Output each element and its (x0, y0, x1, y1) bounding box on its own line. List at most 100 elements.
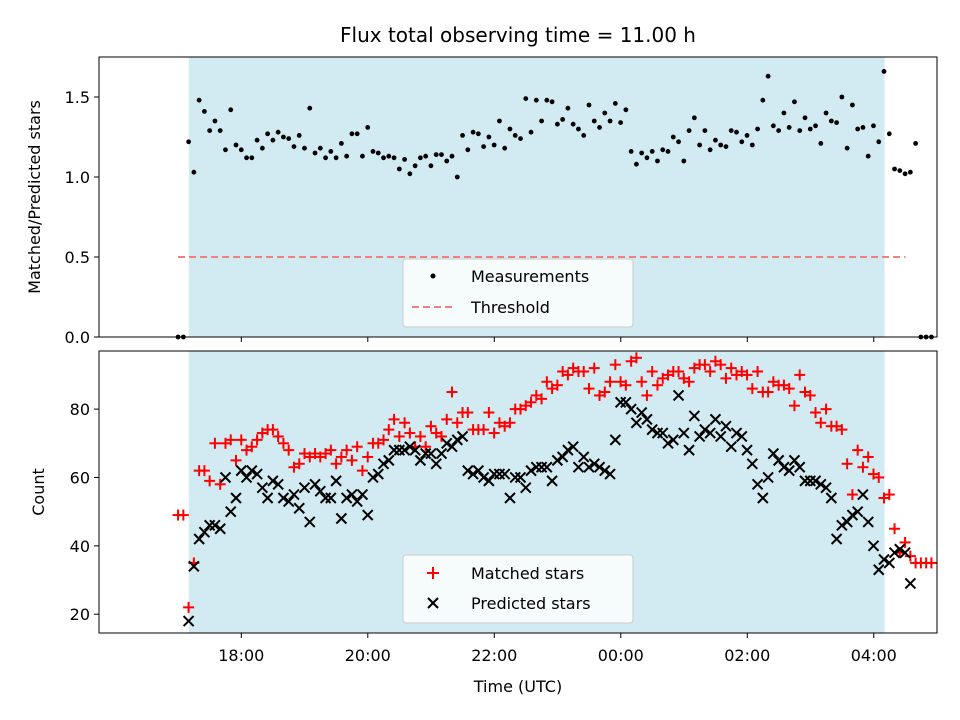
y-tick-label: 1.0 (65, 168, 90, 187)
measurement-point (786, 125, 792, 130)
matched-star-point (752, 366, 764, 378)
measurement-point (502, 145, 508, 151)
measurement-point (286, 136, 292, 142)
measurement-point (460, 133, 465, 138)
measurement-point (723, 144, 729, 150)
measurement-point (554, 121, 560, 127)
measurement-point (444, 158, 450, 164)
matched-star-point (383, 424, 395, 436)
measurement-point (549, 99, 555, 105)
measurement-point (470, 129, 476, 135)
matched-star-point (251, 434, 263, 446)
measurement-point (734, 129, 739, 135)
predicted-star-point (620, 396, 632, 408)
measurement-point (897, 168, 903, 174)
predicted-star-point (657, 427, 669, 439)
predicted-star-point (604, 468, 616, 480)
x-tick-label: 22:00 (471, 646, 517, 665)
measurement-point (528, 129, 534, 135)
matched-star-point (198, 465, 210, 477)
measurement-point (644, 155, 650, 161)
predicted-star-point (467, 468, 479, 480)
matched-star-point (335, 451, 347, 463)
predicted-star-point (193, 533, 205, 545)
measurement-point (317, 145, 323, 151)
matched-star-point (620, 379, 632, 391)
predicted-star-point (683, 444, 695, 456)
matched-star-point (277, 437, 289, 449)
matched-star-point (725, 362, 737, 374)
measurement-point (655, 158, 660, 164)
measurement-point (465, 147, 471, 153)
measurement-point (433, 152, 439, 158)
predicted-star-point (757, 492, 769, 504)
bottom-x-axis-label: Time (UTC) (473, 677, 562, 696)
matched-star-point (862, 451, 874, 463)
matched-star-point (293, 458, 305, 470)
matched-star-point (899, 536, 911, 548)
measurement-point (718, 142, 724, 148)
measurement-point (238, 147, 244, 153)
matched-star-point (404, 427, 416, 439)
measurement-point (349, 131, 355, 137)
measurement-point (365, 125, 371, 130)
measurement-point (212, 118, 218, 124)
predicted-star-point (688, 410, 701, 422)
predicted-star-point (635, 406, 648, 419)
measurement-point (612, 101, 618, 106)
measurement-point (323, 155, 328, 161)
measurement-point (607, 118, 613, 124)
predicted-star-point (646, 423, 658, 436)
measurement-point (586, 102, 592, 108)
predicted-star-point (578, 451, 590, 463)
predicted-star-point (841, 516, 853, 528)
matched-star-point (267, 424, 279, 436)
measurement-point (697, 142, 703, 148)
top-panel: 0.0 0.5 1.0 1.5 Flux total observing time =… (25, 23, 938, 347)
matched-star-point (462, 407, 474, 419)
predicted-star-point (414, 454, 427, 467)
predicted-star-point (625, 403, 637, 415)
measurement-point (907, 169, 913, 175)
measurement-point (828, 118, 834, 124)
predicted-star-point (435, 447, 448, 460)
y-tick-label: 40 (70, 537, 90, 556)
measurement-point (818, 141, 824, 146)
measurement-point (507, 126, 513, 132)
measurement-point (407, 171, 413, 177)
measurement-point (449, 153, 455, 159)
predicted-star-point (351, 495, 363, 508)
predicted-star-point (330, 475, 342, 487)
top-legend-box (402, 258, 634, 328)
measurement-point (876, 139, 882, 145)
matched-star-point (588, 362, 600, 374)
legend-matched-label: Matched stars (471, 564, 584, 583)
y-tick-label: 20 (70, 605, 90, 624)
predicted-star-point (562, 444, 574, 456)
measurement-point (649, 149, 655, 154)
predicted-stars-points (182, 389, 917, 627)
predicted-star-point (904, 577, 917, 590)
matched-star-point (720, 372, 732, 384)
matched-star-point (636, 376, 648, 388)
matched-star-point (873, 471, 885, 483)
matched-star-point (599, 386, 611, 398)
predicted-star-point (567, 441, 579, 453)
measurement-point (381, 155, 386, 161)
predicted-star-point (288, 488, 300, 501)
matched-star-point (883, 489, 895, 501)
matched-star-point (183, 601, 195, 613)
predicted-star-point (356, 488, 369, 501)
measurement-point (713, 137, 718, 143)
measurement-point (196, 97, 202, 103)
predicted-star-point (309, 478, 321, 491)
predicted-star-point (377, 458, 390, 470)
measurement-point (807, 126, 813, 132)
measurement-point (544, 97, 550, 103)
matched-star-point (488, 427, 500, 439)
matched-star-point (536, 393, 548, 405)
predicted-star-point (441, 437, 453, 449)
predicted-star-point (240, 471, 253, 484)
measurement-point (333, 155, 339, 161)
measurement-point (338, 141, 344, 146)
